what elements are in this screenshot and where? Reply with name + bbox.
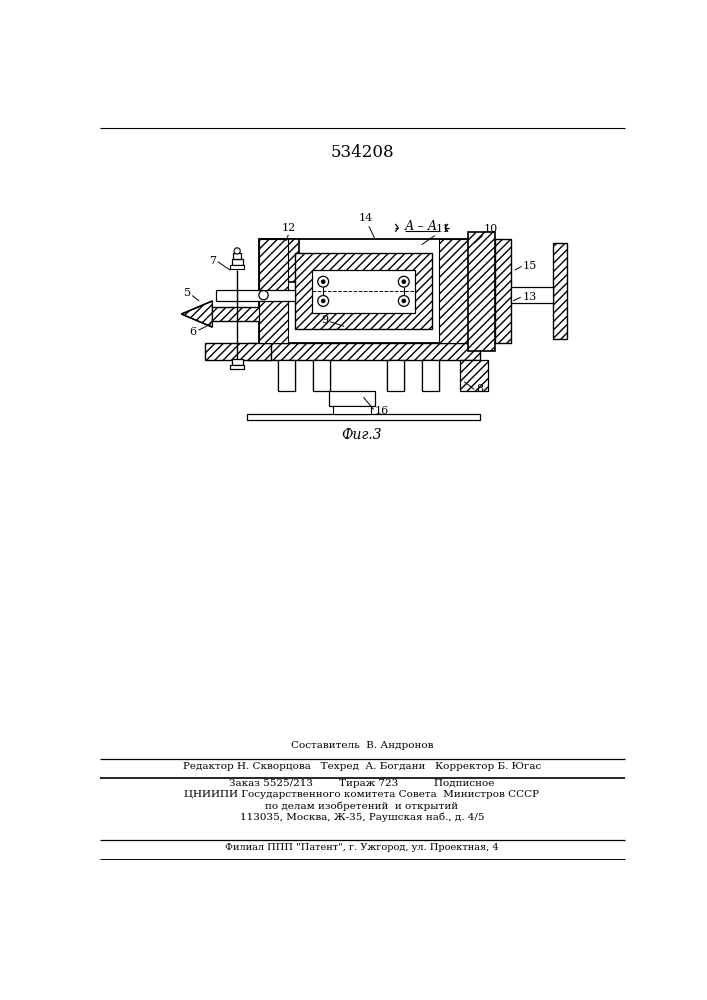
Bar	[421, 360, 438, 391]
Circle shape	[317, 296, 329, 306]
Text: 7: 7	[209, 256, 216, 266]
Bar	[216, 290, 295, 301]
Text: Заказ 5525/213        Тираж 723           Подписное: Заказ 5525/213 Тираж 723 Подписное	[229, 779, 495, 788]
Bar	[332, 406, 371, 414]
Text: 9: 9	[322, 315, 329, 325]
Bar	[204, 343, 271, 360]
Bar	[510, 287, 554, 303]
Text: 12: 12	[281, 223, 296, 233]
Bar	[259, 239, 288, 343]
Bar	[233, 253, 241, 259]
Bar	[204, 307, 263, 321]
Circle shape	[398, 296, 409, 306]
Bar	[260, 239, 299, 282]
Text: 13: 13	[522, 292, 537, 302]
Bar	[312, 270, 416, 312]
Circle shape	[234, 248, 240, 254]
Text: 11: 11	[436, 224, 450, 234]
Bar	[295, 253, 433, 329]
Bar	[230, 265, 244, 269]
Text: А – А: А – А	[405, 220, 438, 233]
Bar	[230, 365, 244, 369]
Text: ЦНИИПИ Государственного комитета Совета  Министров СССР: ЦНИИПИ Государственного комитета Совета …	[185, 790, 539, 799]
Circle shape	[321, 299, 325, 303]
Circle shape	[402, 299, 406, 303]
Text: 15: 15	[522, 261, 537, 271]
Text: 5: 5	[184, 288, 191, 298]
Text: Филиал ППП "Патент", г. Ужгород, ул. Проектная, 4: Филиал ППП "Патент", г. Ужгород, ул. Про…	[225, 842, 498, 852]
Text: 14: 14	[358, 213, 373, 223]
Bar	[232, 259, 243, 265]
Circle shape	[259, 291, 268, 300]
Bar	[387, 360, 404, 391]
Text: 534208: 534208	[330, 144, 394, 161]
Text: Фиг.3: Фиг.3	[341, 428, 382, 442]
Bar	[259, 239, 468, 343]
Circle shape	[398, 276, 409, 287]
Bar	[438, 239, 468, 343]
Bar	[247, 343, 480, 360]
Circle shape	[321, 280, 325, 284]
Polygon shape	[182, 301, 212, 327]
Bar	[279, 360, 296, 391]
Text: 10: 10	[484, 224, 498, 234]
Circle shape	[402, 280, 406, 284]
Text: по делам изобретений  и открытий: по делам изобретений и открытий	[265, 801, 459, 811]
Bar	[460, 360, 488, 391]
Circle shape	[317, 276, 329, 287]
Bar	[232, 359, 243, 365]
Text: 6: 6	[189, 327, 197, 337]
Bar	[554, 243, 567, 339]
Bar	[329, 391, 375, 406]
Text: 8: 8	[476, 384, 483, 394]
Text: Составитель  В. Андронов: Составитель В. Андронов	[291, 741, 433, 750]
Bar	[468, 232, 495, 351]
Text: 113035, Москва, Ж-35, Раушская наб., д. 4/5: 113035, Москва, Ж-35, Раушская наб., д. …	[240, 813, 484, 822]
Bar	[495, 239, 510, 343]
Text: Редактор Н. Скворцова   Техред  А. Богдани   Корректор Б. Югас: Редактор Н. Скворцова Техред А. Богдани …	[183, 762, 541, 771]
Bar	[247, 414, 480, 420]
Text: 16: 16	[375, 406, 390, 416]
Bar	[313, 360, 330, 391]
